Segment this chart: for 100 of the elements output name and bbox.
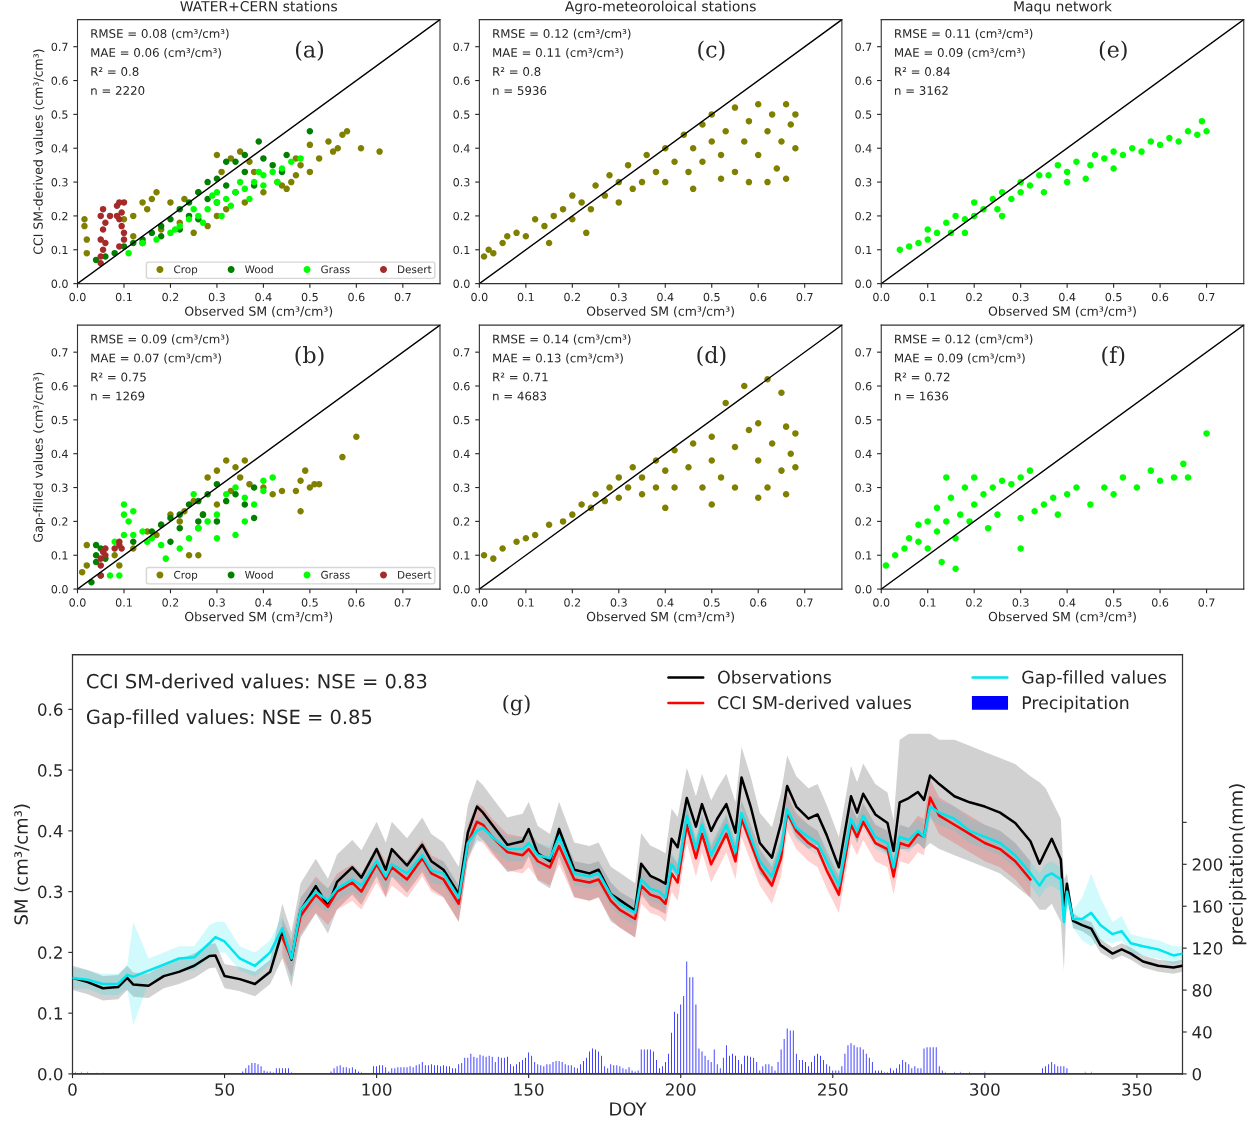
legend-label: Grass [321,570,350,579]
legend-label: Observations [718,670,831,684]
annotation: CCI SM-derived values: NSE = 0.83 [86,673,427,689]
x-tick-label: 0.6 [750,292,767,302]
annotation: RMSE = 0.12 (cm³/cm³) [895,334,1033,345]
x-tick-label: 0.6 [348,292,365,302]
y-tick-label: 0.7 [453,42,470,52]
x-axis-title: Observed SM (cm³/cm³) [185,611,333,623]
legend-label: Wood [244,570,273,579]
y-tick-label: 0.4 [855,449,872,459]
x-tick-label: 0.0 [69,292,86,302]
x-tick-label: 350 [1122,1083,1152,1096]
x-tick-label: 0.4 [657,598,674,607]
y-tick-label: 0.5 [855,110,872,119]
x-tick-label: 0.0 [873,598,890,607]
x-axis-title: Observed SM (cm³/cm³) [185,306,333,318]
y2-tick-label: 120 [1193,942,1223,955]
y-tick-label: 0.7 [51,348,68,357]
x-tick-label: 0.6 [1151,598,1169,607]
y-tick-label: 0.7 [855,42,872,52]
x-tick-label: 0.1 [517,292,534,302]
x-tick-label: 0.2 [966,292,982,302]
annotation: RMSE = 0.14 (cm³/cm³) [493,334,631,345]
x-tick-label: 0.0 [471,292,488,302]
x-tick-label: 0.2 [564,598,581,607]
y-tick-label: 0.3 [453,483,470,492]
y2-tick-label: 80 [1192,984,1212,997]
annotation: MAE = 0.07 (cm³/cm³) [91,353,221,364]
x-tick-label: 100 [362,1083,392,1096]
annotation: n = 1636 [895,391,949,401]
y-tick-label: 0.2 [51,517,68,526]
x-tick-label: 0.7 [394,292,411,302]
x-tick-label: 0.3 [1012,292,1029,302]
y-tick-label: 0.6 [38,703,63,716]
x-tick-label: 0.0 [69,598,86,607]
chart-title: Agro-meteoroloical stations [564,0,756,15]
annotation: n = 5936 [493,86,547,96]
annotation: (c) [698,40,725,61]
y-tick-label: 0.6 [51,381,68,391]
y-tick-label: 0.0 [453,585,470,594]
y-tick-label: 0.4 [51,449,68,459]
y-tick-label: 0.5 [51,110,68,119]
y-tick-label: 0.4 [453,449,470,459]
x-tick-label: 0.1 [115,292,132,302]
x-tick-label: 0.5 [703,292,720,302]
x-tick-label: 0.6 [348,598,365,607]
y-tick-label: 0.4 [855,144,872,153]
y-tick-label: 0.7 [51,42,68,52]
y-tick-label: 0.0 [855,279,872,288]
annotation: MAE = 0.11 (cm³/cm³) [493,47,623,59]
x-tick-label: 50 [215,1083,235,1096]
y-tick-label: 0.0 [38,1067,63,1081]
y-tick-label: 0.5 [453,110,470,119]
y-tick-label: 0.1 [51,551,68,560]
x-tick-label: 0.4 [255,292,272,302]
annotation: (b) [295,346,324,367]
y-tick-label: 0.4 [51,144,68,153]
y-tick-label: 0.2 [453,211,470,221]
annotation: R² = 0.84 [895,67,950,77]
x-tick-label: 0.1 [919,598,936,607]
x-tick-label: 0.4 [255,598,272,607]
y-tick-label: 0.3 [51,178,68,187]
x-tick-label: 150 [514,1083,544,1096]
y-tick-label: 0.6 [855,381,872,391]
legend-label: Wood [244,265,273,274]
x-tick-label: 0.7 [796,598,813,607]
y-tick-label: 0.1 [51,245,68,255]
x-tick-label: 0.4 [1059,598,1076,607]
x-tick-label: 0.7 [394,598,411,607]
x-tick-label: 0.5 [703,598,720,607]
x-tick-label: 0.5 [1105,292,1122,302]
annotation: RMSE = 0.09 (cm³/cm³) [91,334,229,345]
y-tick-label: 0.0 [855,585,872,594]
annotation: R² = 0.8 [493,67,541,77]
y-tick-label: 0.5 [855,415,872,425]
x-axis-title: Observed SM (cm³/cm³) [586,611,734,623]
annotation: n = 2220 [91,86,145,96]
x-tick-label: 250 [818,1083,848,1096]
legend-label: Crop [174,265,198,276]
annotation: RMSE = 0.11 (cm³/cm³) [895,28,1033,40]
y-tick-label: 0.3 [855,178,872,187]
annotation: MAE = 0.06 (cm³/cm³) [91,47,221,59]
annotation: n = 3162 [895,86,948,96]
y-tick-label: 0.0 [51,279,68,288]
annotation: R² = 0.71 [493,372,548,382]
y-tick-label: 0.6 [453,76,470,85]
y-tick-label: 0.2 [38,946,62,959]
y-tick-label: 0.4 [38,824,63,838]
annotation: (f) [1102,346,1125,367]
y-tick-label: 0.6 [453,381,470,391]
y-tick-label: 0.7 [453,348,470,357]
y2-tick-label: 0 [1192,1067,1202,1081]
y-axis-title: Gap-filled values (cm³/cm³) [33,372,46,542]
x-tick-label: 0.4 [657,292,674,302]
y2-axis-title: precipitation(mm) [1228,784,1247,945]
y-tick-label: 0.1 [855,551,872,560]
x-tick-label: 0.3 [208,598,225,607]
x-tick-label: 0.5 [301,598,318,607]
x-axis-title: DOY [610,1102,647,1116]
annotation: n = 4683 [493,391,547,401]
